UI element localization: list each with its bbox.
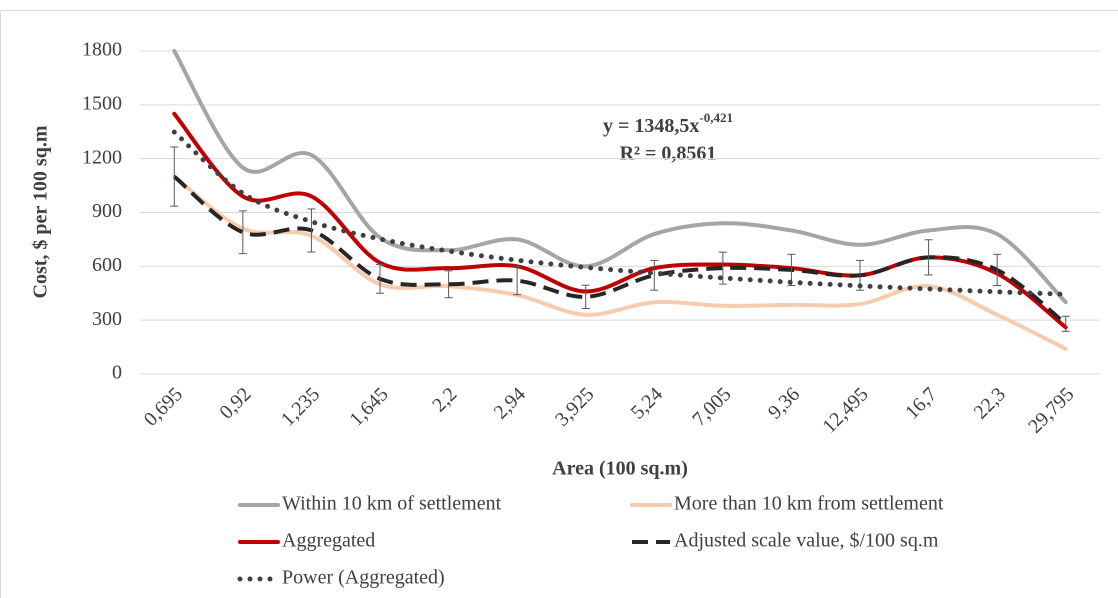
- error-bar: [238, 210, 247, 255]
- legend-label: Within 10 km of settlement: [282, 493, 502, 515]
- x-tick-label: 9,36: [764, 383, 804, 423]
- error-bar: [993, 253, 1002, 287]
- legend-label: Aggregated: [282, 530, 375, 552]
- y-tick-label: 300: [92, 308, 122, 330]
- exponent: -0,421: [699, 110, 733, 125]
- series-line: [172, 174, 1068, 351]
- y-axis-label: Cost, $ per 100 sq.m: [30, 125, 52, 298]
- y-tick-label: 1500: [82, 92, 122, 114]
- error-bar: [718, 251, 727, 285]
- x-tick-label: 29,795: [1024, 383, 1078, 437]
- error-bar: [444, 270, 453, 299]
- error-bar: [581, 284, 590, 310]
- error-bar: [307, 208, 316, 253]
- error-bar: [650, 259, 659, 291]
- y-tick-label: 1200: [82, 146, 122, 168]
- x-tick-label: 22,3: [970, 383, 1010, 423]
- trend-equation: y = 1348,5x-0,421: [603, 110, 733, 137]
- equation: y = 1348,5x: [603, 115, 699, 137]
- series-line: [172, 49, 1068, 305]
- x-tick-label: 1,645: [345, 383, 392, 430]
- x-tick-label: 0,695: [140, 383, 187, 430]
- y-tick-label: 600: [92, 254, 122, 276]
- x-tick-label: 2,2: [428, 383, 461, 416]
- error-bar: [376, 264, 384, 294]
- chart-frame: [0, 10, 1118, 598]
- x-tick-label: 1,235: [277, 383, 324, 430]
- x-tick-label: 2,94: [490, 383, 530, 423]
- error-bar: [513, 266, 522, 296]
- y-tick-label: 0: [112, 362, 122, 384]
- y-tick-label: 900: [92, 200, 122, 222]
- x-tick-label: 0,92: [215, 383, 255, 423]
- x-tick-label: 16,7: [901, 383, 941, 423]
- r-squared: R² = 0,8561: [620, 143, 717, 165]
- error-bar: [170, 146, 179, 207]
- x-tick-label: 7,005: [688, 383, 735, 430]
- x-tick-label: 12,495: [818, 383, 872, 437]
- legend-label: Power (Aggregated): [282, 567, 445, 589]
- y-tick-label: 1800: [82, 39, 122, 61]
- legend-label: Adjusted scale value, $/100 sq.m: [674, 530, 939, 552]
- error-bar: [924, 239, 933, 276]
- series-line: [171, 129, 1069, 297]
- series-line: [173, 175, 1067, 326]
- legend-label: More than 10 km from settlement: [674, 493, 944, 515]
- x-tick-label: 5,24: [627, 383, 667, 423]
- error-bar: [1061, 315, 1070, 332]
- x-axis-label: Area (100 sq.m): [552, 458, 688, 480]
- x-tick-label: 3,925: [551, 383, 598, 430]
